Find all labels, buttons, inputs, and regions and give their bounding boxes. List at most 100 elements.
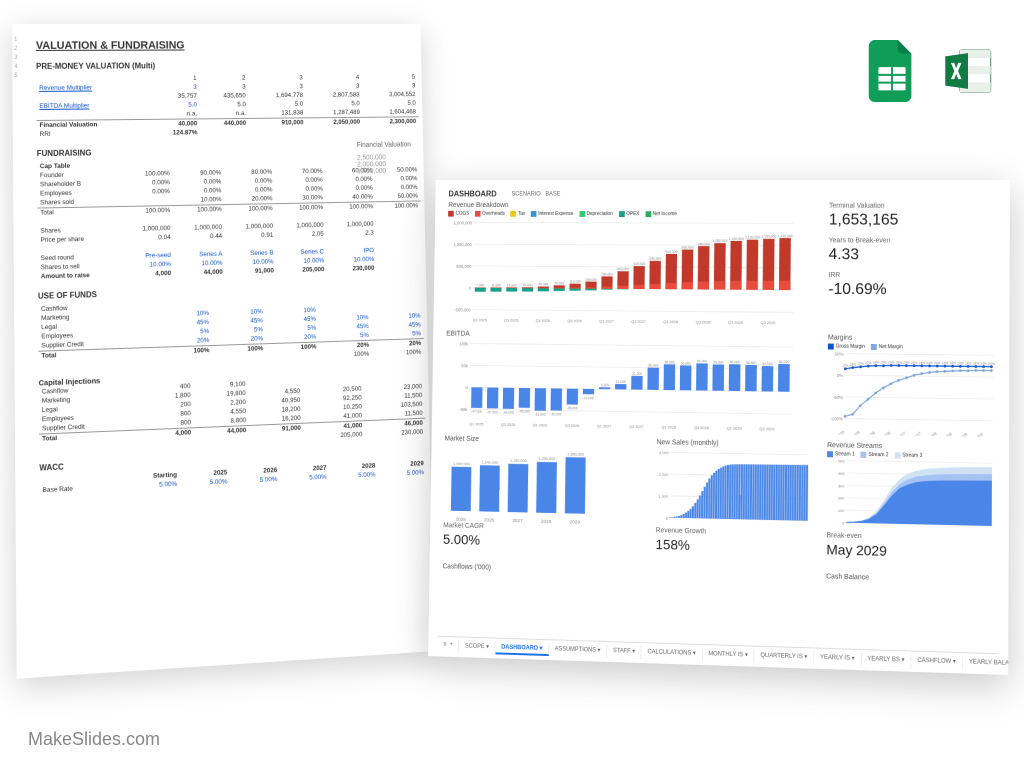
svg-text:24%: 24%: [903, 361, 910, 365]
svg-text:Q3 2027: Q3 2027: [631, 319, 646, 324]
svg-text:11,000: 11,000: [491, 283, 501, 287]
market-size-chart: 1,090,00020251,140,00020261,190,00020271…: [443, 444, 594, 526]
svg-text:24%: 24%: [965, 361, 972, 365]
tab-monthly-is[interactable]: MONTHLY IS ▾: [702, 648, 754, 663]
svg-text:1,100,000: 1,100,000: [729, 237, 744, 241]
svg-text:1,190,000: 1,190,000: [510, 458, 528, 463]
svg-text:24%: 24%: [942, 361, 949, 365]
svg-text:1,050,000: 1,050,000: [713, 239, 728, 243]
tab-calculations[interactable]: CALCULATIONS ▾: [642, 646, 703, 661]
svg-text:23%: 23%: [873, 361, 880, 365]
market-cagr-value: 5.00%: [443, 531, 642, 552]
svg-text:-48,000: -48,000: [503, 411, 514, 415]
svg-text:24%: 24%: [957, 361, 964, 365]
svg-text:640,000: 640,000: [649, 257, 661, 261]
svg-text:59,000: 59,000: [713, 360, 723, 364]
terminal-valuation-value: 1,653,165: [829, 212, 996, 230]
svg-text:520,000: 520,000: [633, 262, 645, 266]
svg-text:Q1 2029: Q1 2029: [728, 320, 743, 325]
svg-text:24%: 24%: [926, 361, 933, 365]
svg-text:12,000: 12,000: [616, 380, 626, 384]
svg-text:Q1 2029: Q1 2029: [953, 431, 968, 437]
svg-text:0: 0: [666, 516, 669, 521]
svg-text:400,000: 400,000: [617, 267, 629, 271]
tab-quarterly-is[interactable]: QUARTERLY IS ▾: [755, 650, 815, 665]
svg-text:57,000: 57,000: [762, 362, 772, 366]
revenue-breakdown-chart: 1,500,0001,000,000500,0000-500,0007,000Q…: [446, 217, 797, 327]
breakeven-years-value: 4.33: [829, 246, 996, 265]
svg-text:Q3 2025: Q3 2025: [846, 429, 861, 437]
svg-text:-100%: -100%: [830, 416, 843, 421]
svg-text:-47,000: -47,000: [471, 410, 482, 414]
svg-text:900,000: 900,000: [682, 246, 694, 250]
svg-text:70,000: 70,000: [554, 281, 564, 285]
svg-text:Q3 2026: Q3 2026: [877, 430, 892, 437]
svg-text:Q3 2025: Q3 2025: [501, 422, 516, 427]
svg-text:2029: 2029: [569, 519, 580, 525]
svg-text:18%: 18%: [850, 362, 856, 366]
new-sales-chart: 3,0002,0001,0000: [656, 448, 811, 531]
svg-text:400: 400: [838, 471, 845, 476]
svg-text:1,090,000: 1,090,000: [453, 461, 470, 466]
svg-text:Q3 2025: Q3 2025: [504, 318, 519, 323]
tab-dashboard[interactable]: DASHBOARD ▾: [495, 642, 549, 657]
svg-text:50%: 50%: [835, 351, 844, 356]
svg-text:Q3 2026: Q3 2026: [567, 318, 582, 323]
svg-text:22%: 22%: [865, 361, 872, 365]
svg-text:0: 0: [842, 520, 845, 525]
svg-text:500,000: 500,000: [456, 264, 472, 269]
svg-text:24%: 24%: [888, 360, 895, 364]
tab-scope[interactable]: SCOPE ▾: [459, 640, 495, 654]
dashboard-header: DASHBOARD SCENARIO BASE: [448, 190, 996, 199]
revenue-streams-chart: 5004003002001000: [827, 457, 995, 536]
svg-text:1,170,000: 1,170,000: [778, 234, 793, 238]
tab-assumptions[interactable]: ASSUMPTIONS ▾: [549, 643, 607, 658]
svg-text:Q1 2025: Q1 2025: [469, 421, 484, 426]
svg-text:-50,000: -50,000: [551, 412, 562, 416]
tab-nav-left[interactable]: ≡ +: [437, 640, 459, 653]
svg-text:40,000: 40,000: [538, 283, 548, 287]
sheet-title: VALUATION & FUNDRAISING: [36, 39, 405, 52]
svg-text:-500,000: -500,000: [454, 307, 471, 312]
tab-staff[interactable]: STAFF ▾: [607, 645, 642, 659]
svg-text:160,000: 160,000: [585, 278, 597, 282]
svg-text:Q1 2026: Q1 2026: [536, 318, 550, 323]
svg-text:800,000: 800,000: [665, 250, 677, 254]
margins-chart: 50%0%-50%-100%15%18%20%22%23%23%24%24%24…: [827, 349, 995, 437]
dashboard-spreadsheet: DASHBOARD SCENARIO BASE Revenue Breakdow…: [428, 180, 1010, 675]
financial-valuation-side-chart: Financial Valuation 2,500,000 2,000,000 …: [357, 141, 435, 175]
svg-text:-12,000: -12,000: [583, 396, 594, 400]
svg-text:0%: 0%: [837, 373, 843, 378]
margins-title: Margins: [828, 335, 996, 344]
svg-text:24%: 24%: [911, 361, 918, 365]
svg-text:24%: 24%: [934, 361, 941, 365]
cashflows-title: Cashflows ('000): [443, 563, 642, 575]
breakeven-years-label: Years to Break-even: [829, 237, 996, 245]
tab-yearly-is[interactable]: YEARLY IS ▾: [814, 652, 861, 667]
svg-text:Q3 2029: Q3 2029: [761, 320, 776, 325]
tab-yearly-bs[interactable]: YEARLY BS ▾: [861, 653, 911, 668]
svg-text:Q1 2027: Q1 2027: [599, 318, 614, 323]
tab-yearly-balance[interactable]: YEARLY BALANCE ▾: [963, 656, 1010, 672]
premoney-header: PRE-MONEY VALUATION (Multi): [36, 61, 405, 71]
fundraising-header: FUNDRAISING: [37, 144, 407, 158]
tab-cashflow[interactable]: CASHFLOW ▾: [911, 655, 963, 670]
svg-text:Q3 2029: Q3 2029: [969, 432, 984, 437]
microsoft-excel-icon: [942, 40, 994, 102]
svg-text:56,000: 56,000: [681, 361, 691, 365]
svg-text:-47,500: -47,500: [487, 410, 498, 414]
svg-text:-36,000: -36,000: [567, 406, 578, 410]
svg-text:1,130,000: 1,130,000: [745, 236, 760, 240]
svg-text:61,000: 61,000: [697, 359, 707, 363]
revenue-breakdown-title: Revenue Breakdown: [448, 202, 815, 209]
svg-text:60,000: 60,000: [730, 360, 740, 364]
svg-text:500: 500: [838, 458, 845, 463]
svg-text:50k: 50k: [461, 363, 469, 368]
svg-text:4,200: 4,200: [600, 383, 608, 387]
svg-text:1,380,000: 1,380,000: [567, 451, 585, 456]
valuation-spreadsheet: 12345 VALUATION & FUNDRAISING PRE-MONEY …: [12, 24, 434, 679]
premoney-table: 12345 Revenue Multiplier33333 35,757435,…: [36, 73, 419, 139]
svg-text:-51,000: -51,000: [535, 412, 546, 416]
svg-text:7,000: 7,000: [476, 284, 484, 288]
svg-text:300: 300: [838, 483, 845, 488]
